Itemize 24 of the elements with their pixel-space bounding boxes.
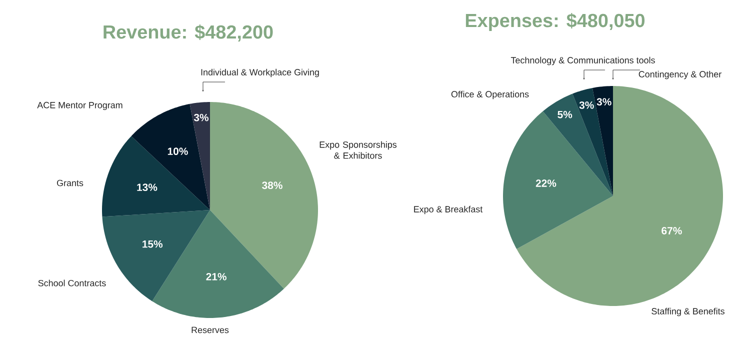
slice-label: Individual & Workplace Giving bbox=[201, 68, 319, 78]
slice-label: Contingency & Other bbox=[638, 70, 722, 80]
slice-label: Technology & Communications tools bbox=[510, 56, 655, 66]
data-label: 3% bbox=[579, 101, 594, 109]
data-label: 10% bbox=[168, 148, 188, 156]
data-label: 3% bbox=[194, 114, 209, 122]
data-label: 38% bbox=[262, 182, 282, 190]
data-label: 67% bbox=[662, 227, 682, 234]
slice-label: Reserves bbox=[192, 326, 229, 334]
data-label: 21% bbox=[206, 272, 226, 280]
slice-label: Grants bbox=[57, 180, 84, 186]
chart-title: Revenue: $482,200 bbox=[104, 24, 273, 42]
slice-label: School Contracts bbox=[38, 280, 106, 286]
data-label: 15% bbox=[142, 240, 163, 248]
slice-label: Office & Operations bbox=[451, 90, 529, 100]
slice-label: Expo Sponsorships & Exhibitors bbox=[320, 141, 397, 159]
data-label: 13% bbox=[137, 184, 158, 192]
slice-label: Expo & Breakfast bbox=[414, 206, 483, 214]
data-label: 3% bbox=[596, 98, 612, 106]
data-label: 5% bbox=[558, 110, 572, 118]
slice-label: ACE Mentor Program bbox=[37, 102, 122, 110]
chart-title: Expenses: $480,050 bbox=[466, 13, 645, 31]
slice-label: Staffing & Benefits bbox=[652, 308, 724, 316]
data-label: 22% bbox=[536, 180, 556, 187]
